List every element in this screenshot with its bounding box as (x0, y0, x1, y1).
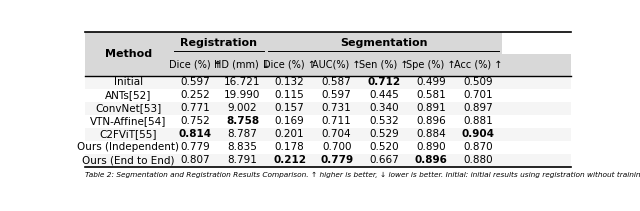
Text: 0.731: 0.731 (322, 103, 351, 113)
Text: 8.758: 8.758 (226, 116, 259, 126)
Text: 0.499: 0.499 (416, 77, 446, 87)
Text: 0.212: 0.212 (273, 155, 306, 165)
Text: 0.700: 0.700 (322, 142, 351, 152)
Text: Table 2: Segmentation and Registration Results Comparison. ↑ higher is better, ↓: Table 2: Segmentation and Registration R… (85, 172, 640, 178)
Text: 0.157: 0.157 (275, 103, 305, 113)
Text: 0.445: 0.445 (369, 90, 399, 100)
Text: 0.529: 0.529 (369, 129, 399, 139)
Text: 0.532: 0.532 (369, 116, 399, 126)
Text: Segmentation: Segmentation (340, 38, 428, 48)
Text: 0.115: 0.115 (275, 90, 305, 100)
Bar (266, 32, 502, 54)
Bar (85, 89, 571, 102)
Text: 8.835: 8.835 (227, 142, 257, 152)
Text: HD (mm) ↓: HD (mm) ↓ (214, 60, 271, 70)
Text: 0.896: 0.896 (416, 116, 446, 126)
Bar (85, 102, 571, 115)
Bar (172, 54, 571, 76)
Bar (172, 32, 266, 54)
Text: 0.712: 0.712 (367, 77, 401, 87)
Text: ConvNet[53]: ConvNet[53] (95, 103, 161, 113)
Text: 0.520: 0.520 (369, 142, 399, 152)
Text: 0.587: 0.587 (322, 77, 351, 87)
Text: 0.807: 0.807 (180, 155, 210, 165)
Text: AUC(%) ↑: AUC(%) ↑ (312, 60, 361, 70)
Text: 8.791: 8.791 (227, 155, 257, 165)
Bar (85, 141, 571, 154)
Text: 0.884: 0.884 (416, 129, 446, 139)
Text: 0.814: 0.814 (179, 129, 212, 139)
Text: VTN-Affine[54]: VTN-Affine[54] (90, 116, 166, 126)
Bar (85, 154, 571, 167)
Text: 0.132: 0.132 (275, 77, 305, 87)
Text: Ours (End to End): Ours (End to End) (82, 155, 175, 165)
Text: 0.178: 0.178 (275, 142, 305, 152)
Bar (85, 32, 172, 76)
Text: 0.904: 0.904 (461, 129, 495, 139)
Text: 0.779: 0.779 (320, 155, 353, 165)
Text: C2FViT[55]: C2FViT[55] (100, 129, 157, 139)
Text: 8.787: 8.787 (227, 129, 257, 139)
Text: 0.711: 0.711 (322, 116, 351, 126)
Text: 0.597: 0.597 (322, 90, 351, 100)
Text: 0.891: 0.891 (416, 103, 446, 113)
Bar (85, 128, 571, 141)
Bar (85, 76, 571, 89)
Text: Registration: Registration (180, 38, 257, 48)
Text: 19.990: 19.990 (224, 90, 260, 100)
Text: ANTs[52]: ANTs[52] (105, 90, 152, 100)
Text: 0.252: 0.252 (180, 90, 210, 100)
Bar (85, 115, 571, 128)
Text: 9.002: 9.002 (228, 103, 257, 113)
Text: 0.881: 0.881 (463, 116, 493, 126)
Text: 0.897: 0.897 (463, 103, 493, 113)
Text: 0.701: 0.701 (463, 90, 493, 100)
Text: Spe (%) ↑: Spe (%) ↑ (406, 60, 456, 70)
Text: 0.704: 0.704 (322, 129, 351, 139)
Text: 0.870: 0.870 (463, 142, 493, 152)
Text: Acc (%) ↑: Acc (%) ↑ (454, 60, 502, 70)
Text: 0.880: 0.880 (463, 155, 493, 165)
Text: 0.752: 0.752 (180, 116, 210, 126)
Text: 0.597: 0.597 (180, 77, 210, 87)
Text: 0.509: 0.509 (463, 77, 493, 87)
Text: 0.890: 0.890 (416, 142, 445, 152)
Text: 0.667: 0.667 (369, 155, 399, 165)
Text: 0.340: 0.340 (369, 103, 399, 113)
Text: Method: Method (105, 49, 152, 59)
Text: 0.201: 0.201 (275, 129, 305, 139)
Text: 16.721: 16.721 (224, 77, 260, 87)
Text: 0.779: 0.779 (180, 142, 210, 152)
Text: Ours (Independent): Ours (Independent) (77, 142, 179, 152)
Text: Dice (%) ↑: Dice (%) ↑ (169, 60, 221, 70)
Text: 0.169: 0.169 (275, 116, 305, 126)
Text: Initial: Initial (114, 77, 143, 87)
Text: Sen (%) ↑: Sen (%) ↑ (359, 60, 408, 70)
Text: 0.771: 0.771 (180, 103, 210, 113)
Text: Dice (%) ↑: Dice (%) ↑ (263, 60, 316, 70)
Text: 0.581: 0.581 (416, 90, 446, 100)
Text: 0.896: 0.896 (415, 155, 447, 165)
